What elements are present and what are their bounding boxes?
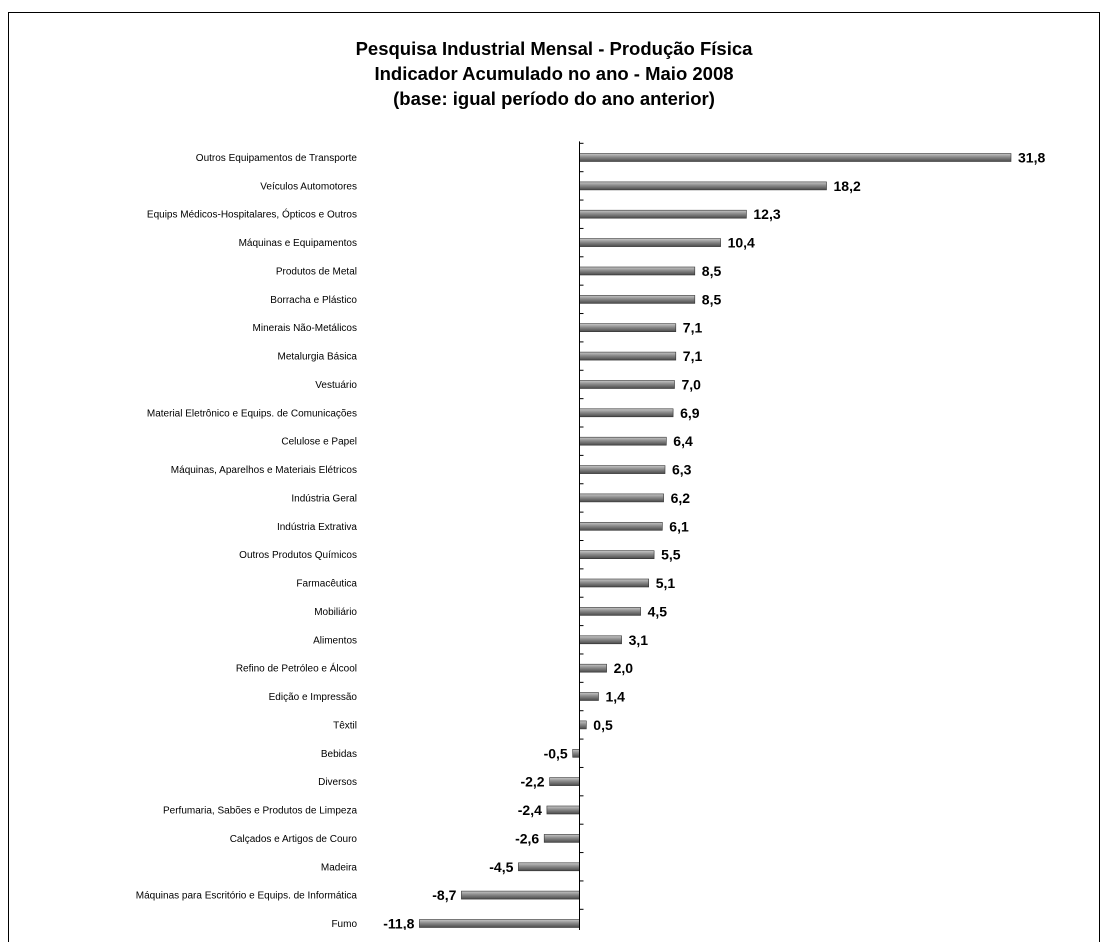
category-label: Máquinas para Escritório e Equips. de In… — [136, 891, 358, 902]
bar — [579, 238, 721, 247]
category-label: Equips Médicos-Hospitalares, Ópticos e O… — [147, 208, 357, 221]
category-label: Diversos — [318, 777, 357, 788]
value-label: 12,3 — [753, 206, 780, 222]
category-label: Bebidas — [321, 749, 357, 760]
category-label: Indústria Extrativa — [277, 522, 357, 533]
category-label: Material Eletrônico e Equips. de Comunic… — [147, 408, 357, 419]
bar — [579, 550, 655, 560]
bar — [579, 493, 664, 503]
category-axis — [579, 141, 584, 930]
value-label: -8,7 — [432, 887, 456, 903]
category-label: Veículos Automotores — [260, 181, 357, 192]
value-label: 7,1 — [683, 348, 703, 364]
value-label: 18,2 — [834, 178, 861, 194]
value-label: 7,0 — [682, 377, 702, 393]
bar — [579, 635, 622, 645]
value-label: -2,6 — [515, 830, 539, 846]
category-label: Têxtil — [333, 720, 357, 731]
value-label: 8,5 — [702, 291, 722, 307]
value-label: 5,1 — [656, 575, 676, 591]
value-label: -11,8 — [383, 916, 414, 931]
category-label: Alimentos — [313, 635, 357, 646]
category-label: Perfumaria, Sabões e Produtos de Limpeza — [163, 806, 357, 817]
bar — [579, 578, 649, 588]
category-label: Outros Produtos Químicos — [239, 550, 357, 561]
value-label: -4,5 — [489, 859, 513, 875]
value-label: 8,5 — [702, 263, 722, 279]
value-label: 6,4 — [673, 433, 693, 449]
bar — [579, 521, 663, 531]
value-label: 10,4 — [728, 235, 755, 251]
bar — [546, 805, 580, 815]
category-label: Calçados e Artigos de Couro — [230, 834, 358, 845]
category-labels: Outros Equipamentos de Transporte Veículo… — [136, 153, 358, 930]
bar — [549, 777, 580, 786]
bar — [579, 181, 827, 191]
value-label: -2,2 — [520, 774, 544, 790]
bar — [579, 295, 696, 304]
bar — [579, 436, 667, 446]
value-label: 6,1 — [669, 518, 689, 534]
bar — [579, 465, 666, 474]
category-label: Edição e Impressão — [269, 692, 358, 703]
bar — [579, 408, 674, 418]
bar — [518, 862, 580, 872]
category-label: Vestuário — [315, 380, 357, 391]
bar — [579, 663, 607, 673]
value-label: 6,9 — [680, 405, 700, 421]
bar — [579, 323, 677, 333]
category-label: Máquinas e Equipamentos — [239, 238, 357, 249]
value-labels: 31,8 18,2 12,3 10,4 8,5 8,5 7,1 7,1 7,0 6,9 6,4 6,3… — [383, 150, 1045, 931]
value-label: 4,5 — [648, 603, 668, 619]
value-label: 7,1 — [683, 320, 703, 336]
category-label: Celulose e Papel — [281, 437, 357, 448]
value-label: 31,8 — [1018, 150, 1045, 166]
bar — [461, 890, 580, 900]
chart-frame — [8, 12, 1100, 942]
bar — [419, 919, 580, 928]
bar — [579, 607, 641, 616]
bar — [579, 692, 599, 701]
category-label: Mobiliário — [314, 607, 357, 618]
bar — [579, 209, 747, 219]
bar — [543, 834, 580, 843]
chart-subtitle-2: (base: igual período do ano anterior) — [393, 88, 715, 109]
value-label: 2,0 — [614, 660, 634, 676]
category-label: Metalurgia Básica — [278, 352, 358, 363]
category-label: Fumo — [331, 919, 357, 930]
category-label: Máquinas, Aparelhos e Materiais Elétrico… — [171, 465, 357, 476]
category-label: Madeira — [321, 862, 358, 873]
value-label: 6,2 — [671, 490, 691, 506]
bar — [579, 266, 696, 276]
bar — [579, 351, 677, 361]
category-label: Borracha e Plástico — [270, 295, 357, 306]
value-label: 3,1 — [629, 632, 649, 648]
value-label: 6,3 — [672, 462, 692, 478]
chart-subtitle-1: Indicador Acumulado no ano - Maio 2008 — [374, 63, 734, 84]
bar — [579, 720, 587, 730]
bar — [572, 748, 580, 758]
value-label: 1,4 — [606, 689, 626, 705]
category-label: Outros Equipamentos de Transporte — [196, 153, 358, 164]
value-label: -2,4 — [518, 802, 542, 818]
bar — [579, 153, 1012, 162]
bar — [579, 380, 675, 389]
category-label: Minerais Não-Metálicos — [253, 323, 357, 334]
category-label: Farmacêutica — [296, 579, 357, 590]
category-label: Refino de Petróleo e Álcool — [236, 662, 357, 675]
chart-titles: Pesquisa Industrial Mensal - Produção Fí… — [8, 36, 1100, 111]
value-label: 0,5 — [593, 717, 613, 733]
category-label: Indústria Geral — [291, 493, 357, 504]
value-label: 5,5 — [661, 547, 681, 563]
chart-title: Pesquisa Industrial Mensal - Produção Fí… — [355, 38, 753, 59]
value-label: -0,5 — [544, 745, 568, 761]
category-label: Produtos de Metal — [276, 267, 357, 278]
